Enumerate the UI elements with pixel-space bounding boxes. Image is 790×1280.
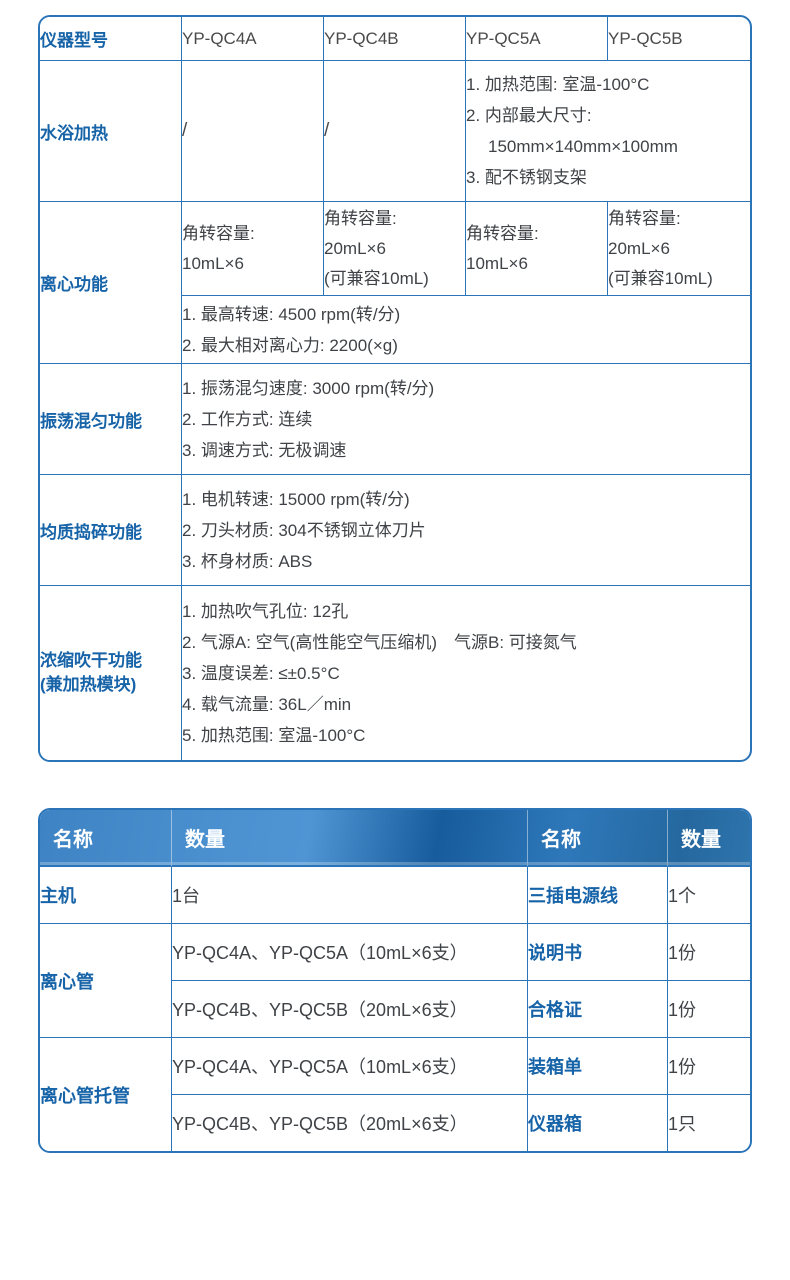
spec-line: 2. 最大相对离心力: 2200(×g) — [182, 335, 398, 355]
homogenize-specs: 1. 电机转速: 15000 rpm(转/分) 2. 刀头材质: 304不锈钢立… — [182, 475, 750, 586]
model-name-qc5a: YP-QC5A — [466, 17, 608, 61]
capacity-qc5b: 角转容量: 20mL×6 (可兼容10mL) — [608, 202, 750, 296]
spec-line: 2. 刀头材质: 304不锈钢立体刀片 — [182, 520, 426, 540]
water-bath-qc4b-value: / — [324, 61, 466, 202]
packing-table-container: 名称 数量 名称 数量 主机 1台 三插电源线 1个 离心管 YP-QC4A、Y… — [38, 808, 752, 1153]
spec-table-container: 仪器型号 YP-QC4A YP-QC4B YP-QC5A YP-QC5B 水浴加… — [38, 15, 752, 762]
packing-row-holder-a: 离心管托管 YP-QC4A、YP-QC5A（10mL×6支） 装箱单 1份 — [40, 1038, 750, 1151]
centrifuge-summary-row: 1. 最高转速: 4500 rpm(转/分) 2. 最大相对离心力: 2200(… — [40, 296, 750, 364]
item-qty: 1份 — [668, 924, 750, 981]
spec-line: 2. 内部最大尺寸: — [466, 106, 592, 125]
item-name: 仪器箱 — [528, 1095, 668, 1151]
packing-header-row: 名称 数量 名称 数量 — [40, 810, 750, 867]
spec-line: 1. 加热范围: 室温-100°C — [466, 75, 650, 94]
item-spec: YP-QC4B、YP-QC5B（20mL×6支） — [172, 1095, 528, 1151]
homogenize-label: 均质捣碎功能 — [40, 475, 182, 586]
spec-line: 角转容量: — [466, 223, 539, 243]
item-name: 装箱单 — [528, 1038, 668, 1095]
item-name: 离心管托管 — [40, 1038, 172, 1151]
shake-mix-specs: 1. 振荡混匀速度: 3000 rpm(转/分) 2. 工作方式: 连续 3. … — [182, 364, 750, 475]
item-name: 离心管 — [40, 924, 172, 1038]
spec-line: 3. 配不锈钢支架 — [466, 168, 587, 187]
model-name-qc5b: YP-QC5B — [608, 17, 750, 61]
packing-header-qty-1: 数量 — [172, 810, 528, 867]
packing-header-name-1: 名称 — [40, 810, 172, 867]
capacity-qc4a: 角转容量: 10mL×6 — [182, 202, 324, 296]
spec-line: 角转容量: — [182, 223, 255, 243]
spec-line: 3. 杯身材质: ABS — [182, 551, 313, 571]
item-qty: 1只 — [668, 1095, 750, 1151]
spec-line: 4. 载气流量: 36L／min — [182, 694, 352, 714]
spec-line: (可兼容10mL) — [608, 268, 713, 288]
spec-line: 1. 加热吹气孔位: 12孔 — [182, 601, 349, 621]
spec-line: 10mL×6 — [182, 253, 244, 273]
packing-row-tube-a: 离心管 YP-QC4A、YP-QC5A（10mL×6支） 说明书 1份 — [40, 924, 750, 1038]
spec-line: 1. 振荡混匀速度: 3000 rpm(转/分) — [182, 378, 435, 398]
concentrate-row: 浓缩吹干功能 (兼加热模块) 1. 加热吹气孔位: 12孔 2. 气源A: 空气… — [40, 586, 750, 760]
spec-line: 角转容量: — [324, 208, 397, 228]
item-name: 说明书 — [528, 924, 668, 981]
concentrate-label: 浓缩吹干功能 (兼加热模块) — [40, 586, 182, 760]
packing-row-tube-b: YP-QC4B、YP-QC5B（20mL×6支） 合格证 1份 — [40, 981, 750, 1038]
item-spec: YP-QC4A、YP-QC5A（10mL×6支） — [172, 924, 528, 981]
packing-header-name-2: 名称 — [528, 810, 668, 867]
packing-table: 名称 数量 名称 数量 主机 1台 三插电源线 1个 离心管 YP-QC4A、Y… — [40, 810, 750, 1151]
spec-line: (可兼容10mL) — [324, 268, 429, 288]
model-name-qc4b: YP-QC4B — [324, 17, 466, 61]
item-spec: YP-QC4A、YP-QC5A（10mL×6支） — [172, 1038, 528, 1095]
centrifuge-capacity-row: 离心功能 角转容量: 10mL×6 角转容量: 20mL×6 (可兼容10mL)… — [40, 202, 750, 364]
model-name-qc4a: YP-QC4A — [182, 17, 324, 61]
water-bath-label: 水浴加热 — [40, 61, 182, 202]
item-qty: 1台 — [172, 867, 528, 924]
homogenize-row: 均质捣碎功能 1. 电机转速: 15000 rpm(转/分) 2. 刀头材质: … — [40, 475, 750, 586]
item-qty: 1份 — [668, 1038, 750, 1095]
spec-line: 10mL×6 — [466, 253, 528, 273]
spec-line: 1. 最高转速: 4500 rpm(转/分) — [182, 304, 401, 324]
item-spec: YP-QC4B、YP-QC5B（20mL×6支） — [172, 981, 528, 1038]
packing-header-qty-2: 数量 — [668, 810, 750, 867]
spec-line: 5. 加热范围: 室温-100°C — [182, 725, 366, 745]
spec-line: 150mm×140mm×100mm — [488, 137, 678, 156]
spec-line: 20mL×6 — [324, 238, 386, 258]
spec-line: 3. 调速方式: 无极调速 — [182, 440, 347, 460]
spec-header-label: 仪器型号 — [40, 17, 182, 61]
spec-header-row: 仪器型号 YP-QC4A YP-QC4B YP-QC5A YP-QC5B — [40, 17, 750, 61]
spec-line: 3. 温度误差: ≤±0.5°C — [182, 663, 340, 683]
concentrate-specs: 1. 加热吹气孔位: 12孔 2. 气源A: 空气(高性能空气压缩机) 气源B:… — [182, 586, 750, 760]
spec-line: 20mL×6 — [608, 238, 670, 258]
packing-row-host: 主机 1台 三插电源线 1个 — [40, 867, 750, 924]
concentrate-label-line2: (兼加热模块) — [40, 675, 137, 694]
spec-line: 1. 电机转速: 15000 rpm(转/分) — [182, 489, 410, 509]
water-bath-qc5-specs: 1. 加热范围: 室温-100°C 2. 内部最大尺寸: 150mm×140mm… — [466, 61, 750, 202]
shake-mix-label: 振荡混匀功能 — [40, 364, 182, 475]
capacity-qc4b: 角转容量: 20mL×6 (可兼容10mL) — [324, 202, 466, 296]
spec-line: 2. 工作方式: 连续 — [182, 409, 313, 429]
water-bath-row: 水浴加热 / / 1. 加热范围: 室温-100°C 2. 内部最大尺寸: 15… — [40, 61, 750, 202]
centrifuge-label: 离心功能 — [40, 202, 182, 364]
centrifuge-summary: 1. 最高转速: 4500 rpm(转/分) 2. 最大相对离心力: 2200(… — [182, 296, 750, 364]
shake-mix-row: 振荡混匀功能 1. 振荡混匀速度: 3000 rpm(转/分) 2. 工作方式:… — [40, 364, 750, 475]
item-qty: 1份 — [668, 981, 750, 1038]
item-qty: 1个 — [668, 867, 750, 924]
concentrate-label-line1: 浓缩吹干功能 — [40, 651, 142, 670]
item-name: 主机 — [40, 867, 172, 924]
item-name: 三插电源线 — [528, 867, 668, 924]
spec-line: 2. 气源A: 空气(高性能空气压缩机) 气源B: 可接氮气 — [182, 632, 577, 652]
water-bath-qc4a-value: / — [182, 61, 324, 202]
spec-line: 角转容量: — [608, 208, 681, 228]
spec-table: 仪器型号 YP-QC4A YP-QC4B YP-QC5A YP-QC5B 水浴加… — [40, 17, 750, 760]
item-name: 合格证 — [528, 981, 668, 1038]
capacity-qc5a: 角转容量: 10mL×6 — [466, 202, 608, 296]
packing-row-holder-b: YP-QC4B、YP-QC5B（20mL×6支） 仪器箱 1只 — [40, 1095, 750, 1151]
